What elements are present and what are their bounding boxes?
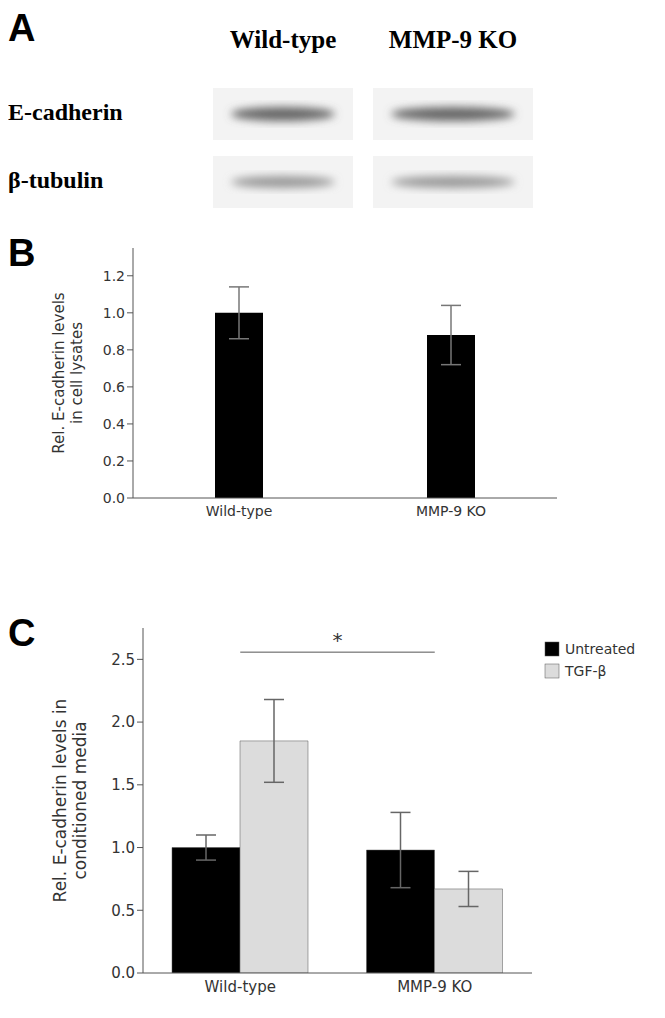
svg-text:0.5: 0.5 bbox=[111, 902, 135, 920]
svg-text:2.0: 2.0 bbox=[111, 713, 135, 731]
html-text:A: A bbox=[8, 7, 36, 49]
svg-text:Wild-type: Wild-type bbox=[230, 26, 337, 53]
svg-text:MMP-9 KO: MMP-9 KO bbox=[389, 26, 517, 53]
svg-text:0.0: 0.0 bbox=[111, 964, 135, 982]
svg-text:Wild-type: Wild-type bbox=[205, 978, 276, 996]
svg-text:Untreated: Untreated bbox=[565, 641, 635, 657]
svg-text:Wild-type: Wild-type bbox=[206, 503, 273, 519]
svg-text:TGF-β: TGF-β bbox=[564, 663, 606, 679]
svg-text:0.2: 0.2 bbox=[103, 453, 125, 469]
svg-text:0.0: 0.0 bbox=[103, 490, 125, 506]
svg-text:1.5: 1.5 bbox=[111, 776, 135, 794]
svg-text:0.6: 0.6 bbox=[103, 379, 125, 395]
svg-text:Rel. E-cadherin levels incondi: Rel. E-cadherin levels inconditioned med… bbox=[50, 699, 90, 903]
svg-text:β-tubulin: β-tubulin bbox=[8, 167, 103, 193]
svg-text:0.4: 0.4 bbox=[103, 416, 125, 432]
html-text:B: B bbox=[8, 232, 36, 274]
svg-text:Rel. E-cadherin levelsin cell: Rel. E-cadherin levelsin cell lysates bbox=[50, 292, 86, 454]
svg-text:MMP-9 KO: MMP-9 KO bbox=[397, 978, 472, 996]
svg-text:2.5: 2.5 bbox=[111, 651, 135, 669]
svg-text:*: * bbox=[333, 628, 343, 652]
svg-text:E-cadherin: E-cadherin bbox=[8, 99, 123, 125]
svg-text:1.2: 1.2 bbox=[103, 268, 125, 284]
svg-text:1.0: 1.0 bbox=[103, 305, 125, 321]
html-text:C: C bbox=[8, 612, 36, 654]
svg-text:0.8: 0.8 bbox=[103, 342, 125, 358]
svg-text:1.0: 1.0 bbox=[111, 839, 135, 857]
svg-text:MMP-9 KO: MMP-9 KO bbox=[416, 503, 486, 519]
